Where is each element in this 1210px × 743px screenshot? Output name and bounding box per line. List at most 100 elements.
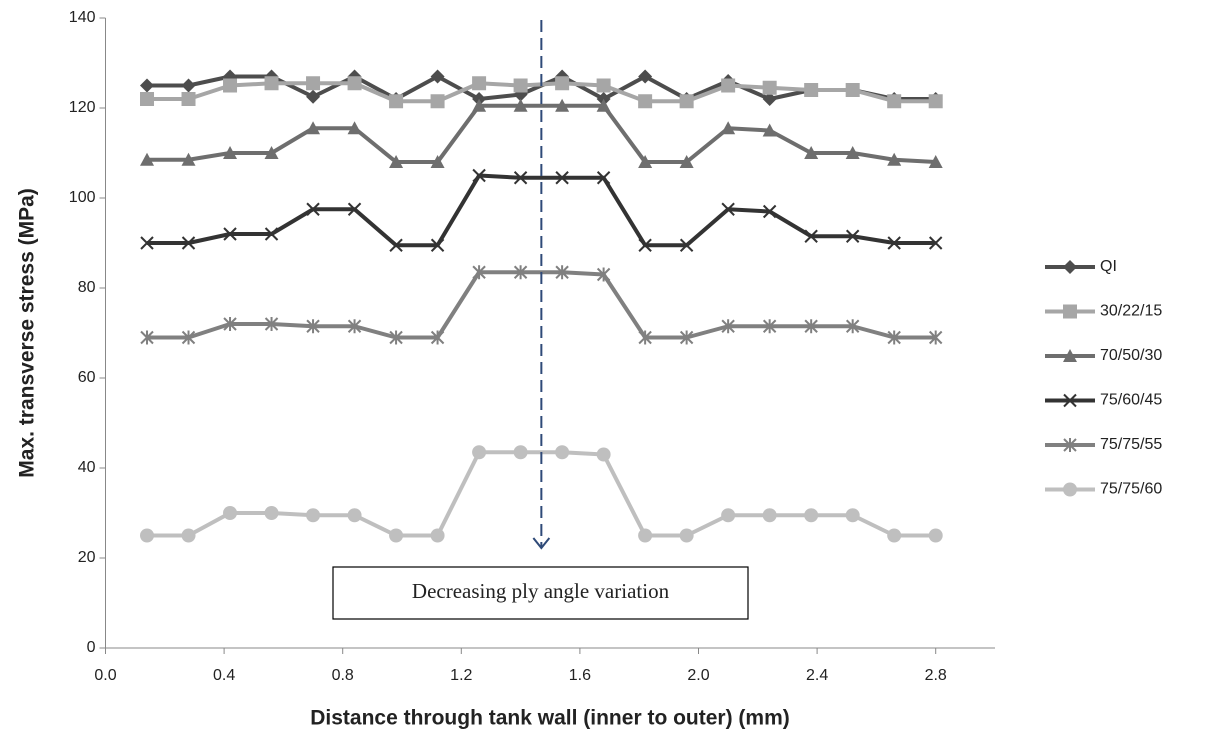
legend-marker [1063,393,1077,408]
marker [306,508,321,523]
marker [555,265,569,280]
marker [638,238,652,252]
marker [555,76,570,91]
marker [762,319,777,334]
marker [264,227,279,241]
legend-marker [1063,260,1077,274]
marker [638,69,653,84]
marker [513,445,528,460]
marker [223,146,238,159]
marker [264,506,279,520]
annotation: Decreasing ply angle variation [412,579,670,603]
marker [513,265,528,280]
marker [721,121,736,135]
marker [347,202,362,216]
y-tick-label: 0 [87,639,96,656]
marker [472,445,487,460]
marker [513,78,528,93]
marker [887,94,902,109]
y-tick-label: 20 [78,549,96,566]
marker [762,508,777,523]
y-tick-label: 140 [69,9,96,26]
marker [389,238,403,252]
marker [389,528,404,543]
marker [638,330,652,345]
marker [430,238,445,252]
marker [804,229,818,243]
marker [140,528,155,543]
annotation-arrowhead [532,537,551,550]
marker [472,76,487,91]
marker [347,121,362,135]
legend-label: 30/22/15 [1100,303,1162,320]
marker [928,236,943,250]
marker [845,146,860,159]
marker [638,94,653,109]
marker [140,152,155,166]
marker [887,152,902,166]
y-tick-label: 40 [78,459,96,476]
marker [181,236,196,250]
marker [679,94,694,109]
marker [389,94,404,109]
y-tick-label: 60 [78,369,96,386]
marker [181,78,196,93]
marker [223,506,238,520]
marker [596,267,611,282]
marker [679,238,694,252]
marker [721,202,735,216]
marker [430,330,445,345]
marker [721,78,736,93]
annotation-box [332,566,749,620]
marker [347,76,362,91]
marker [638,528,653,543]
x-tick-label: 2.4 [806,667,828,684]
marker [223,227,237,241]
marker [306,76,321,91]
marker [430,528,445,543]
marker [679,330,694,345]
marker [762,204,777,219]
marker [306,319,320,334]
marker [721,319,735,334]
marker [264,146,279,159]
x-tick-label: 0.4 [213,667,235,684]
series-line [147,173,936,248]
marker [596,78,611,93]
marker [181,92,196,106]
marker [513,98,528,112]
marker [596,98,611,112]
x-tick-label: 0.8 [332,667,354,684]
marker [264,76,279,91]
marker [223,317,237,331]
marker [389,330,403,345]
x-tick-label: 1.6 [569,667,591,684]
series-line [147,103,936,164]
marker [804,319,818,334]
legend-marker [1063,482,1077,497]
marker [223,78,238,93]
legend-label: 70/50/30 [1100,347,1162,364]
marker [804,146,819,159]
marker [762,123,777,137]
marker [513,171,528,185]
series [140,445,943,543]
marker [140,330,154,345]
marker [472,168,486,183]
series [140,168,943,252]
marker [472,98,487,112]
marker [804,83,819,97]
marker [181,152,196,166]
marker [928,528,943,543]
x-tick-label: 2.0 [687,667,709,684]
marker [596,447,611,462]
marker [430,94,445,109]
marker [928,94,943,109]
marker [845,83,860,97]
marker [181,528,196,543]
y-tick-label: 80 [78,279,96,296]
marker [762,92,777,106]
marker [264,317,279,331]
marker [389,155,404,168]
